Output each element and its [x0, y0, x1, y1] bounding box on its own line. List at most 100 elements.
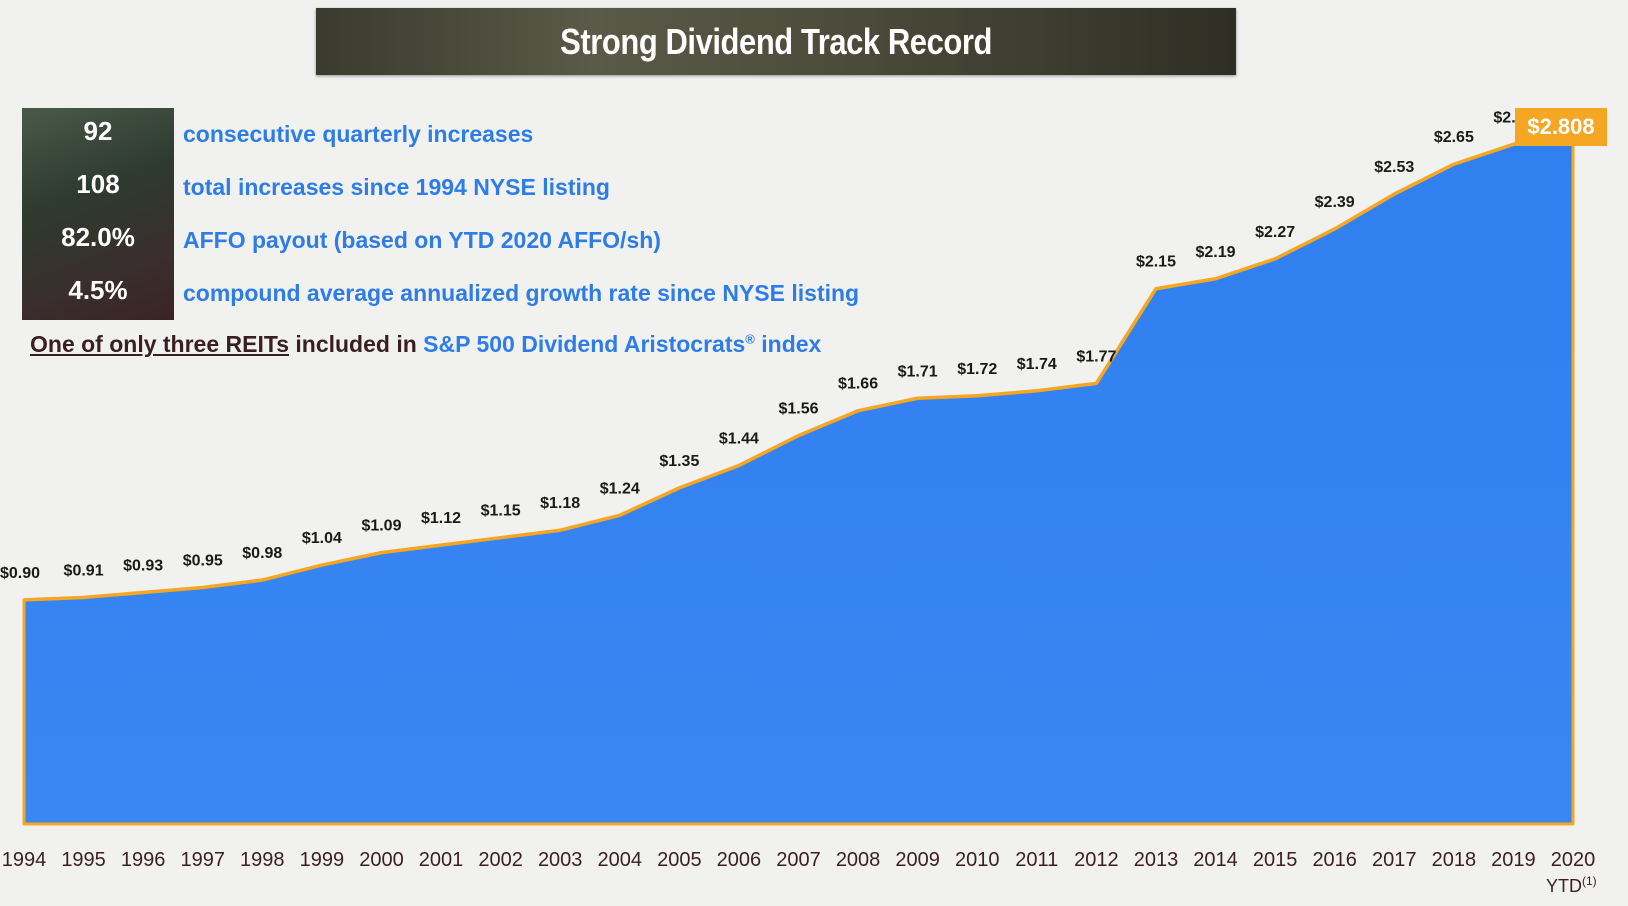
value-label-2005: $1.35: [659, 453, 699, 470]
x-tick-2013: 2013: [1134, 849, 1179, 871]
value-label-2012: $1.77: [1076, 348, 1116, 365]
data-point-2016: [1333, 227, 1337, 231]
value-label-2002: $1.15: [481, 503, 521, 520]
x-tick-2014: 2014: [1193, 849, 1238, 871]
stat-description: total increases since 1994 NYSE listing: [183, 174, 610, 200]
x-tick-1998: 1998: [240, 849, 285, 871]
value-label-2015: $2.27: [1255, 224, 1295, 241]
stat-value: 4.5%: [68, 275, 128, 305]
value-label-2003: $1.18: [540, 495, 580, 512]
value-label-1996: $0.93: [123, 557, 163, 574]
stat-value: 92: [83, 116, 113, 146]
value-label-2008: $1.66: [838, 376, 878, 393]
stat-row: 82.0%: [22, 214, 174, 267]
x-tick-2020: 2020: [1551, 849, 1596, 871]
data-point-2012: [1094, 381, 1098, 385]
x-tick-2018: 2018: [1432, 849, 1477, 871]
stat-value: 82.0%: [61, 222, 135, 252]
value-label-2010: $1.72: [957, 361, 997, 378]
value-label-1999: $1.04: [302, 530, 342, 547]
data-point-2002: [499, 536, 503, 540]
stat-row: 4.5%: [22, 267, 174, 320]
value-label-1994: $0.90: [0, 565, 40, 582]
x-tick-2016: 2016: [1312, 849, 1357, 871]
stat-row: 92: [22, 108, 174, 161]
x-tick-2001: 2001: [419, 849, 464, 871]
page-title: Strong Dividend Track Record: [560, 20, 992, 62]
data-point-2001: [439, 543, 443, 547]
x-tick-2002: 2002: [478, 849, 523, 871]
value-label-2013: $2.15: [1136, 254, 1176, 271]
data-point-2000: [379, 551, 383, 555]
data-point-2010: [975, 394, 979, 398]
data-point-2006: [737, 463, 741, 467]
x-tick-2019: 2019: [1491, 849, 1536, 871]
stat-value: 108: [76, 169, 120, 199]
data-point-2009: [916, 396, 920, 400]
latest-value-text: $2.808: [1527, 114, 1595, 139]
value-label-2018: $2.65: [1434, 129, 1474, 146]
value-label-2017: $2.53: [1374, 159, 1414, 176]
data-point-2015: [1273, 257, 1277, 261]
data-point-2013: [1154, 287, 1158, 291]
value-label-2001: $1.12: [421, 510, 461, 527]
data-point-1998: [260, 578, 264, 582]
data-point-2017: [1392, 192, 1396, 196]
data-point-1999: [320, 563, 324, 567]
x-tick-2007: 2007: [776, 849, 821, 871]
data-point-2007: [797, 434, 800, 438]
value-label-2014: $2.19: [1196, 244, 1236, 261]
value-label-1998: $0.98: [242, 545, 282, 562]
data-point-2003: [558, 528, 562, 532]
x-tick-2006: 2006: [717, 849, 762, 871]
data-point-2011: [1035, 389, 1039, 393]
stat-description: compound average annualized growth rate …: [183, 280, 860, 306]
x-tick-2005: 2005: [657, 849, 702, 871]
x-tick-2009: 2009: [895, 849, 940, 871]
ytd-text: YTD: [1546, 876, 1582, 896]
latest-value-highlight: $2.808: [1515, 108, 1607, 146]
x-tick-2012: 2012: [1074, 849, 1119, 871]
title-bar: Strong Dividend Track Record: [316, 8, 1236, 75]
value-label-2006: $1.44: [719, 430, 759, 447]
data-point-1995: [82, 595, 86, 599]
x-tick-1996: 1996: [121, 849, 166, 871]
value-label-2011: $1.74: [1017, 356, 1057, 373]
x-tick-2011: 2011: [1015, 849, 1058, 871]
x-tick-1994: 1994: [2, 849, 47, 871]
data-point-1996: [141, 590, 145, 594]
value-label-2016: $2.39: [1315, 194, 1355, 211]
value-label-2004: $1.24: [600, 480, 640, 497]
x-tick-2010: 2010: [955, 849, 1000, 871]
value-label-2007: $1.56: [778, 401, 818, 418]
stat-description: AFFO payout (based on YTD 2020 AFFO/sh): [183, 227, 661, 253]
value-label-2009: $1.71: [898, 363, 938, 380]
aristocrats-statement: One of only three REITs included in S&P …: [30, 331, 821, 358]
registered-mark: ®: [745, 331, 755, 347]
value-label-1997: $0.95: [183, 552, 223, 569]
x-tick-2004: 2004: [598, 849, 643, 871]
data-point-2004: [618, 513, 622, 517]
x-tick-2003: 2003: [538, 849, 583, 871]
stats-panel: 92 108 82.0% 4.5%: [22, 108, 174, 320]
data-point-2018: [1452, 162, 1456, 166]
aristocrats-underlined: One of only three REITs: [30, 331, 289, 357]
aristocrats-tail: index: [754, 331, 822, 357]
aristocrats-index-name: S&P 500 Dividend Aristocrats: [423, 331, 746, 357]
x-tick-2008: 2008: [836, 849, 881, 871]
ytd-footnote: (1): [1582, 874, 1597, 888]
x-tick-2017: 2017: [1372, 849, 1417, 871]
stat-row: 108: [22, 161, 174, 214]
x-tick-2000: 2000: [359, 849, 404, 871]
data-point-2008: [856, 409, 860, 413]
x-tick-1999: 1999: [300, 849, 345, 871]
data-point-2005: [677, 486, 681, 490]
data-point-2019: [1511, 142, 1515, 146]
data-point-1997: [201, 585, 205, 589]
data-point-2014: [1214, 277, 1218, 281]
data-point-1994: [22, 598, 26, 602]
x-tick-1997: 1997: [180, 849, 225, 871]
x-tick-1995: 1995: [61, 849, 106, 871]
stat-description: consecutive quarterly increases: [183, 121, 534, 147]
